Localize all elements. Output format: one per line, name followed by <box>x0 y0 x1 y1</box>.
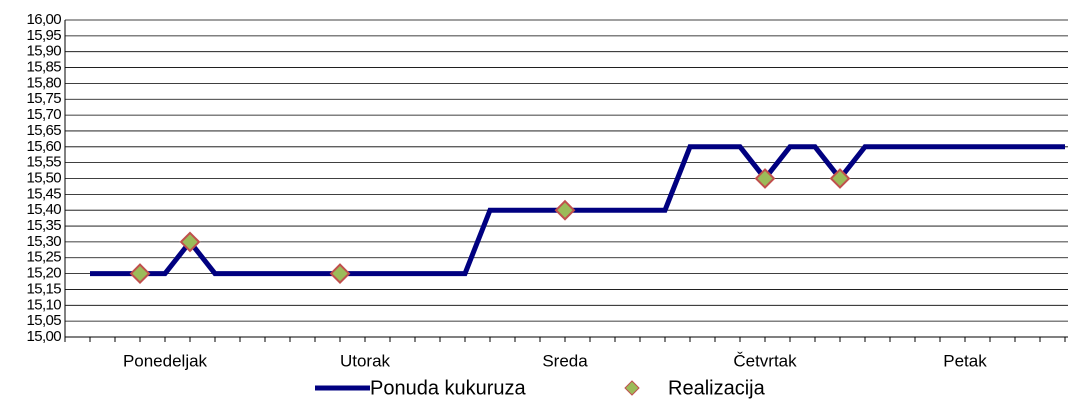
y-tick-label: 15,40 <box>26 201 61 218</box>
y-tick-label: 15,10 <box>26 296 61 313</box>
y-tick-label: 15,15 <box>26 280 61 297</box>
y-tick-label: 15,60 <box>26 138 61 155</box>
x-tick-label: Utorak <box>340 351 391 370</box>
y-tick-label: 15,25 <box>26 249 61 266</box>
legend-label: Ponuda kukuruza <box>370 377 527 399</box>
y-tick-label: 15,95 <box>26 27 61 44</box>
y-tick-label: 15,85 <box>26 59 61 76</box>
marker <box>179 231 201 253</box>
marker <box>129 263 151 285</box>
y-tick-label: 15,05 <box>26 312 61 329</box>
x-tick-label: Ponedeljak <box>123 351 208 370</box>
marker <box>754 168 776 189</box>
y-tick-label: 15,55 <box>26 154 61 171</box>
y-tick-label: 15,90 <box>26 43 61 60</box>
y-tick-label: 15,00 <box>26 328 61 345</box>
line <box>90 144 1065 277</box>
y-tick-label: 16,00 <box>26 11 61 28</box>
marker <box>829 168 851 189</box>
y-tick-label: 15,35 <box>26 217 61 234</box>
x-tick-label: Sreda <box>542 351 588 370</box>
marker <box>554 199 576 221</box>
y-tick-label: 15,80 <box>26 74 61 91</box>
x-tick-label: Četvrtak <box>733 351 797 370</box>
y-tick-label: 15,70 <box>26 106 61 123</box>
y-tick-label: 15,75 <box>26 90 61 107</box>
y-tick-label: 15,65 <box>26 122 61 139</box>
legend-marker <box>624 380 640 396</box>
y-tick-label: 15,20 <box>26 265 61 282</box>
y-tick-label: 15,50 <box>26 169 61 186</box>
x-tick-label: Petak <box>943 351 987 370</box>
legend-label: Realizacija <box>668 377 766 399</box>
y-tick-label: 15,45 <box>26 185 61 202</box>
y-tick-label: 15,30 <box>26 233 61 250</box>
marker <box>329 263 351 285</box>
